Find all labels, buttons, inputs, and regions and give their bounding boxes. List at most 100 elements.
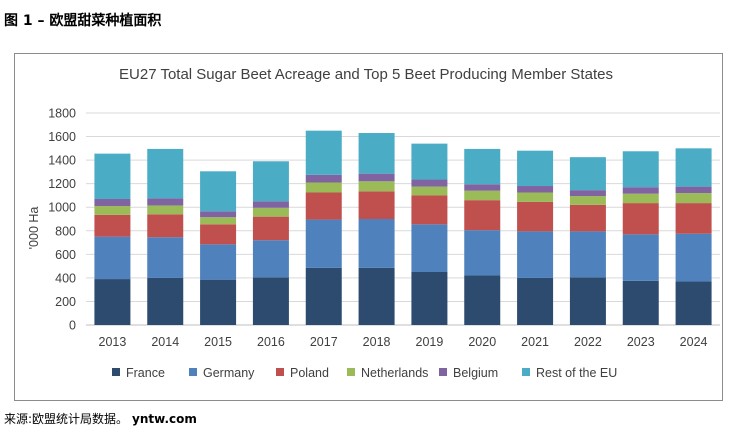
bar-segment	[94, 206, 131, 215]
bar-segment	[569, 204, 606, 232]
bar-segment	[411, 186, 448, 196]
bar-segment	[252, 277, 289, 325]
bar-segment	[517, 192, 554, 202]
legend-swatch	[112, 368, 120, 376]
y-tick-label: 800	[55, 224, 76, 238]
bar-segment	[252, 201, 289, 208]
bar-segment	[517, 150, 554, 187]
x-tick-label: 2014	[151, 335, 179, 349]
bar-segment	[305, 182, 342, 193]
legend-swatch	[347, 368, 355, 376]
legend-label: Germany	[203, 366, 255, 380]
bar-segment	[147, 237, 184, 278]
bar-segment	[200, 279, 237, 325]
bar-segment	[252, 207, 289, 217]
x-tick-label: 2017	[310, 335, 338, 349]
y-tick-label: 1800	[48, 107, 76, 121]
bar-segment	[569, 157, 606, 191]
source-site: yntw.com	[132, 412, 197, 426]
legend-swatch	[189, 368, 197, 376]
bar-segment	[622, 151, 659, 188]
bar-segment	[675, 193, 712, 204]
bar-segment	[675, 233, 712, 282]
y-tick-label: 600	[55, 248, 76, 262]
y-tick-label: 1600	[48, 130, 76, 144]
bar-segment	[411, 143, 448, 180]
source-note: 来源:欧盟统计局数据。 yntw.com	[4, 410, 197, 427]
bar-segment	[147, 205, 184, 215]
bar-segment	[252, 240, 289, 278]
bar-segment	[622, 280, 659, 325]
x-tick-label: 2013	[99, 335, 127, 349]
bar-segment	[358, 173, 395, 182]
legend-label: France	[126, 366, 165, 380]
x-tick-label: 2022	[574, 335, 602, 349]
bar-segment	[569, 196, 606, 205]
legend-swatch	[522, 368, 530, 376]
bar-segment	[305, 174, 342, 183]
bar-segment	[464, 230, 501, 276]
bar-segment	[200, 244, 237, 280]
x-tick-label: 2019	[416, 335, 444, 349]
bar-segment	[94, 198, 131, 207]
y-tick-label: 1000	[48, 201, 76, 215]
y-tick-labels: 0 200 400 600 800 1000 1200 1400 1600 1800	[48, 107, 76, 333]
bar-segment	[517, 277, 554, 325]
bar-segment	[200, 211, 237, 218]
legend: France Germany Poland Netherlands Belgium Res…	[112, 366, 617, 380]
bar-segment	[464, 184, 501, 191]
y-tick-label: 400	[55, 271, 76, 285]
bar-segment	[358, 267, 395, 325]
bar-segment	[411, 179, 448, 187]
bar-segment	[305, 192, 342, 220]
bar-segment	[147, 277, 184, 325]
bar-segment	[569, 277, 606, 325]
bar-segment	[200, 217, 237, 225]
bar-segment	[517, 201, 554, 232]
bar-segment	[200, 171, 237, 212]
x-tick-label: 2024	[680, 335, 708, 349]
bar-segment	[147, 214, 184, 238]
figure-title: 图 1 – 欧盟甜菜种植面积	[4, 13, 162, 29]
bar-segment	[569, 190, 606, 197]
bar-segment	[147, 148, 184, 199]
bar-segment	[464, 148, 501, 185]
bar-segment	[464, 200, 501, 231]
bar-segment	[411, 224, 448, 272]
y-tick-label: 1200	[48, 177, 76, 191]
x-tick-label: 2021	[521, 335, 549, 349]
chart-title: EU27 Total Sugar Beet Acreage and Top 5 …	[119, 66, 613, 83]
legend-swatch	[276, 368, 284, 376]
bar-segment	[622, 234, 659, 281]
bar-segment	[305, 267, 342, 325]
bar-segment	[94, 214, 131, 237]
bar-segment	[358, 191, 395, 219]
legend-label: Rest of the EU	[536, 366, 617, 380]
bar-segment	[94, 279, 131, 325]
bar-segment	[675, 281, 712, 325]
bar-segment	[675, 186, 712, 194]
x-tick-label: 2020	[468, 335, 496, 349]
bar-segment	[252, 161, 289, 202]
bar-segment	[675, 148, 712, 187]
legend-label: Netherlands	[361, 366, 428, 380]
bar-segment	[94, 236, 131, 280]
y-tick-label: 1400	[48, 154, 76, 168]
bar-segment	[252, 216, 289, 241]
bars	[94, 130, 712, 325]
bar-segment	[622, 193, 659, 204]
bar-segment	[464, 275, 501, 325]
bar-segment	[622, 187, 659, 194]
y-axis-label: '000 Ha	[27, 207, 41, 250]
bar-segment	[517, 186, 554, 193]
y-tick-label: 0	[69, 319, 76, 333]
gridlines	[86, 112, 720, 326]
source-text: 来源:欧盟统计局数据。	[4, 412, 129, 426]
bar-segment	[358, 181, 395, 192]
bar-segment	[675, 203, 712, 234]
bar-segment	[147, 198, 184, 206]
bar-segment	[305, 219, 342, 268]
bar-segment	[411, 272, 448, 325]
bar-segment	[569, 231, 606, 278]
